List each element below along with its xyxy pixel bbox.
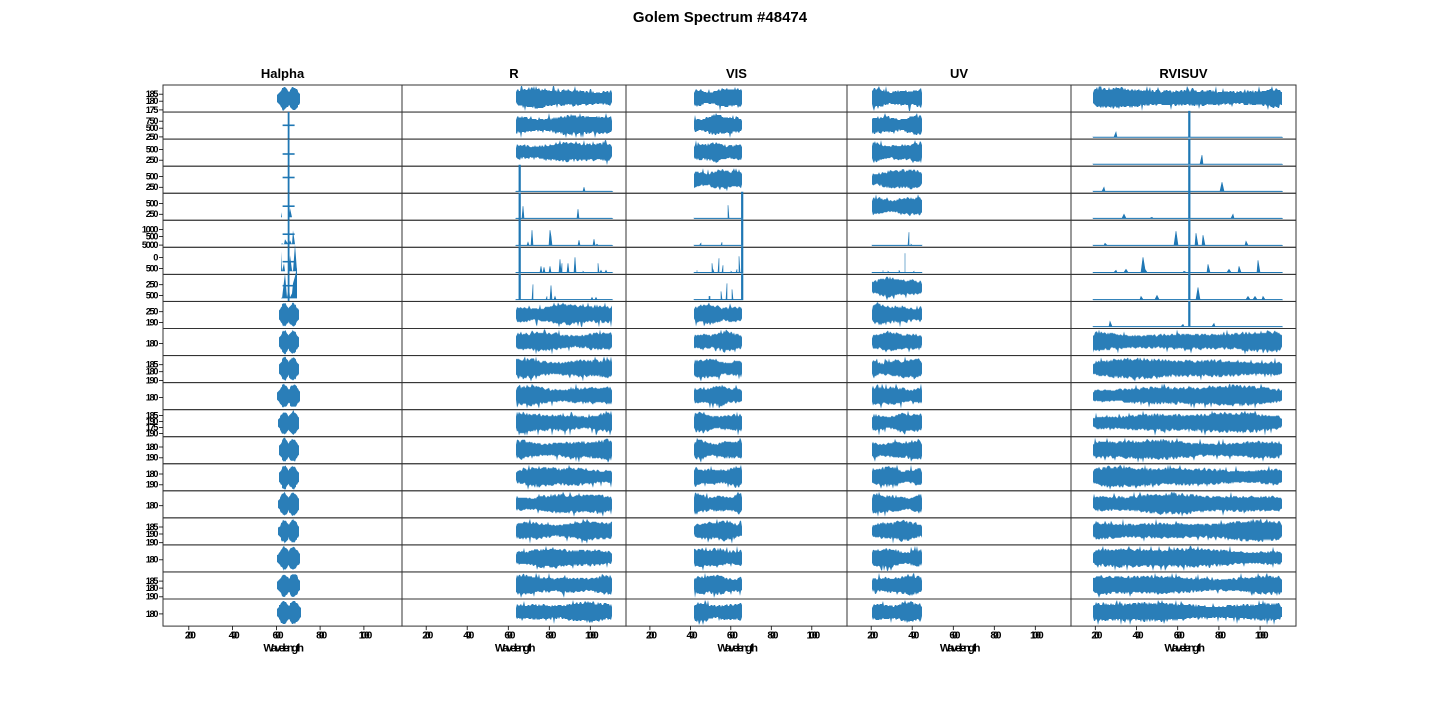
svg-text:200: 200 [1091,630,1102,642]
svg-text:250: 250 [146,155,159,165]
svg-text:180: 180 [146,392,159,402]
svg-text:VIS: VIS [726,66,747,81]
svg-text:190: 190 [146,375,159,385]
svg-text:1000: 1000 [807,630,821,642]
svg-text:400: 400 [229,630,240,642]
svg-text:1000: 1000 [359,630,373,642]
svg-text:200: 200 [185,630,196,642]
svg-text:180: 180 [146,609,159,619]
svg-text:250: 250 [146,209,159,219]
svg-text:190: 190 [146,453,159,463]
svg-text:Wavelength: Wavelength [717,643,758,655]
svg-text:175: 175 [146,105,159,115]
svg-text:190: 190 [146,538,159,548]
svg-text:190: 190 [146,480,159,490]
svg-text:180: 180 [146,555,159,565]
svg-text:400: 400 [908,630,919,642]
svg-text:RVISUV: RVISUV [1159,66,1207,81]
svg-text:Wavelength: Wavelength [1164,643,1205,655]
svg-text:200: 200 [646,630,657,642]
svg-text:500: 500 [146,171,159,181]
svg-text:250: 250 [146,307,159,317]
svg-text:600: 600 [272,630,283,642]
svg-text:500: 500 [146,290,159,300]
svg-text:UV: UV [950,66,968,81]
svg-text:500: 500 [146,198,159,208]
svg-text:250: 250 [146,132,159,142]
svg-text:Halpha: Halpha [261,66,305,81]
svg-text:180: 180 [146,338,159,348]
svg-text:600: 600 [1174,630,1185,642]
svg-text:600: 600 [727,630,738,642]
svg-text:800: 800 [990,630,1001,642]
svg-text:200: 200 [422,630,433,642]
svg-text:250: 250 [146,280,159,290]
svg-text:Wavelength: Wavelength [495,643,536,655]
svg-text:Wavelength: Wavelength [263,643,304,655]
svg-text:200: 200 [867,630,878,642]
svg-text:500: 500 [146,144,159,154]
svg-text:800: 800 [316,630,327,642]
svg-text:180: 180 [146,469,159,479]
svg-text:190: 190 [146,592,159,602]
svg-text:800: 800 [545,630,556,642]
svg-text:180: 180 [146,442,159,452]
svg-text:190: 190 [146,428,159,438]
svg-text:800: 800 [767,630,778,642]
svg-text:Wavelength: Wavelength [940,643,981,655]
svg-text:190: 190 [146,317,159,327]
svg-text:500: 500 [146,263,159,273]
svg-text:600: 600 [504,630,515,642]
svg-text:1000: 1000 [1255,630,1269,642]
svg-text:1000: 1000 [1030,630,1044,642]
svg-text:400: 400 [463,630,474,642]
svg-text:600: 600 [949,630,960,642]
svg-text:400: 400 [686,630,697,642]
svg-text:800: 800 [1215,630,1226,642]
svg-text:R: R [509,66,519,81]
svg-text:180: 180 [146,501,159,511]
svg-text:250: 250 [146,182,159,192]
svg-text:0: 0 [153,253,158,263]
svg-text:5000: 5000 [142,240,158,250]
svg-text:400: 400 [1133,630,1144,642]
svg-text:1000: 1000 [585,630,599,642]
